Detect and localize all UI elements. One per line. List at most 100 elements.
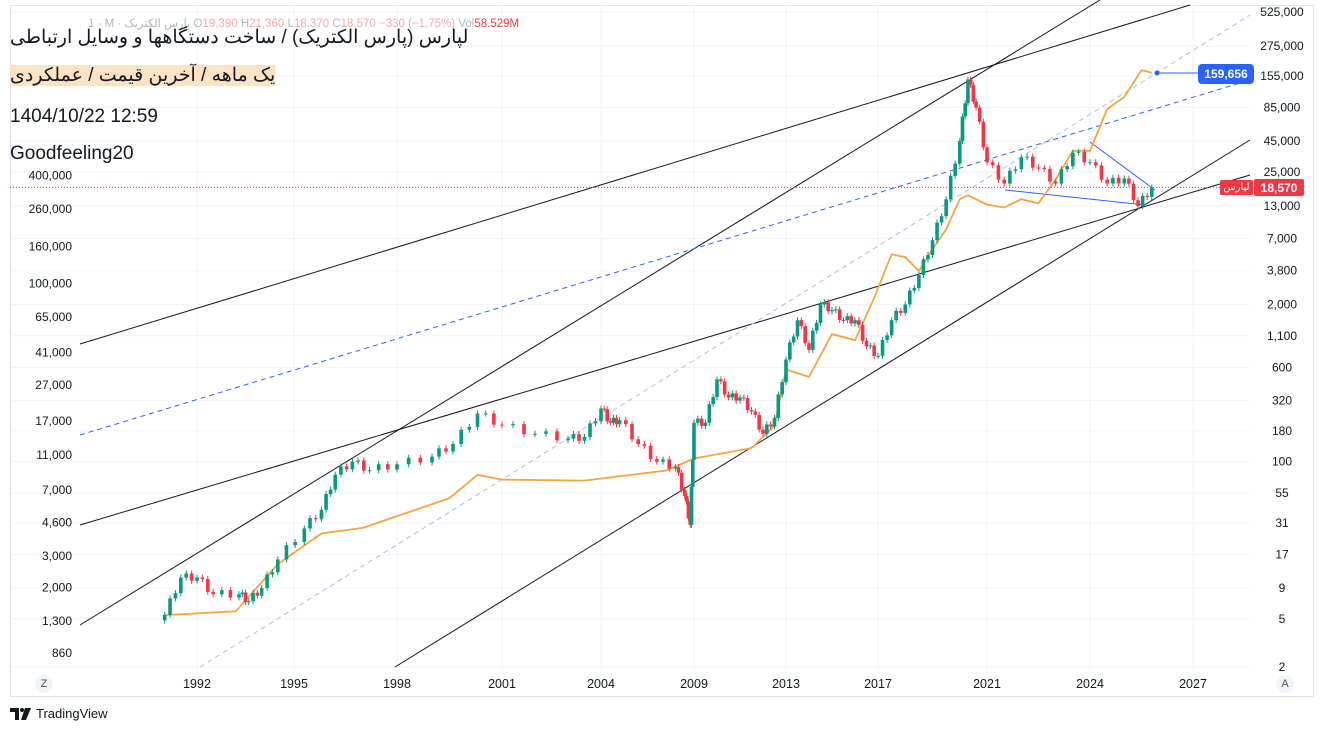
candle-body (864, 340, 869, 347)
candle (745, 395, 750, 414)
candle-body (898, 310, 903, 313)
candle-body (1122, 178, 1127, 184)
candle (255, 589, 260, 599)
chart-title: لپارس (پارس الکتریک) / ساخت دستگاهها و و… (10, 27, 469, 48)
candle-body (1076, 151, 1081, 153)
candle-body (328, 489, 333, 495)
candle (788, 339, 792, 363)
right-axis-tick-label: 17 (1275, 548, 1289, 562)
candle (742, 394, 746, 402)
tradingview-logo[interactable]: TradingView (10, 706, 108, 721)
candle-body (577, 434, 581, 441)
right-axis-tick-label: 5 (1279, 612, 1286, 626)
candle (715, 376, 719, 401)
left-axis-tick-label: 1,300 (42, 614, 72, 628)
high-value: 21,360 (249, 18, 285, 30)
candle-body (917, 275, 921, 289)
candle-body (830, 309, 834, 312)
candle (864, 337, 869, 350)
candle-body (350, 461, 355, 470)
candle-body (667, 459, 671, 469)
candle-body (977, 107, 982, 122)
candle-body (406, 457, 411, 465)
candle (963, 100, 967, 120)
candle-body (240, 592, 245, 595)
candle (459, 426, 463, 447)
candle-body (912, 288, 917, 291)
candle (356, 457, 360, 465)
candle (799, 317, 804, 330)
candle (868, 342, 873, 350)
candle-body (648, 445, 653, 460)
candle-body (614, 417, 619, 425)
candle-body (1136, 200, 1140, 207)
candle (195, 574, 199, 584)
candle (1065, 163, 1069, 173)
time-axis-tick-label: 2001 (488, 677, 516, 691)
candle (703, 419, 708, 429)
candle-body (376, 464, 381, 471)
candle (841, 317, 846, 324)
candle (885, 332, 889, 343)
open-value: 19,390 (202, 18, 238, 30)
candle (367, 467, 372, 474)
candle-body (719, 379, 723, 382)
candle-body (826, 302, 830, 312)
candle-body (795, 320, 800, 337)
candle-body (200, 577, 205, 580)
candle (830, 306, 834, 315)
candle (689, 483, 694, 528)
left-axis-tick-label: 41,000 (35, 346, 72, 360)
comparison-line (164, 69, 1153, 616)
candle-body (588, 423, 592, 437)
candle-body (571, 434, 576, 439)
candle-body (730, 393, 735, 398)
candle-body (935, 222, 939, 241)
candle-body (772, 417, 777, 427)
candle (492, 410, 496, 428)
right-axis-tick-label: 1,100 (1267, 329, 1297, 343)
scale-z-button[interactable]: Z (35, 675, 53, 693)
candle (981, 118, 986, 151)
candle-body (930, 240, 935, 256)
right-axis-tick-label: 45,000 (1264, 134, 1301, 148)
candle (926, 252, 930, 263)
candle (776, 391, 781, 421)
candle-body (960, 116, 965, 141)
candle-body (270, 572, 275, 575)
time-axis-tick-label: 2021 (973, 677, 1001, 691)
candle (1002, 176, 1006, 187)
right-axis-tick-label: 320 (1272, 394, 1292, 408)
auto-scale-button[interactable]: A (1276, 675, 1294, 693)
candle-body (611, 417, 616, 423)
candle-body (834, 309, 838, 311)
candle-body (1042, 167, 1047, 169)
candle (544, 428, 548, 437)
candle-body (707, 404, 712, 423)
candle-body (437, 448, 441, 457)
candle (686, 498, 691, 522)
candle (1136, 197, 1140, 210)
time-axis-tick-label: 2027 (1179, 677, 1207, 691)
candle-body (418, 457, 423, 463)
candle (667, 456, 671, 472)
candle (1116, 174, 1121, 187)
left-axis-tick-label: 160,000 (29, 240, 73, 254)
candle (734, 390, 738, 404)
candle-body (608, 421, 613, 423)
candle (211, 588, 215, 598)
candle (1140, 192, 1145, 210)
chart-frame (10, 5, 1314, 697)
candle (611, 414, 616, 426)
candle-body (492, 413, 496, 425)
close-value: 18,570 (340, 18, 376, 30)
candle-body (599, 408, 603, 422)
candle-body (1036, 167, 1041, 169)
time-axis-tick-label: 2013 (772, 677, 800, 691)
candle (690, 456, 695, 490)
left-axis-tick-label: 3,000 (42, 549, 72, 563)
candle-body (228, 590, 233, 598)
candle (605, 406, 609, 425)
candle-body (673, 467, 678, 469)
